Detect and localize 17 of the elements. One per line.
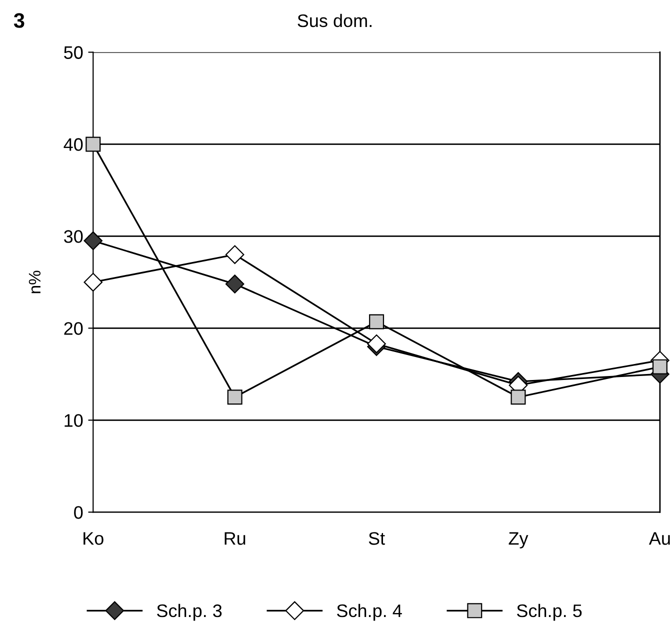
x-tick-label: Ko — [84, 532, 104, 545]
y-tick-label: 30 — [64, 230, 83, 243]
y-tick-label: 10 — [64, 414, 83, 427]
y-tick-label: 0 — [74, 506, 83, 519]
legend-label: Sch.p. 4 — [337, 604, 402, 621]
x-tick-label: Au — [648, 532, 670, 545]
x-tick-label: Ru — [224, 532, 246, 545]
x-tick-label: Zy — [508, 532, 528, 548]
legend-label: Sch.p. 3 — [157, 604, 222, 621]
y-tick-label: 20 — [64, 322, 83, 335]
x-tick-label: St — [368, 532, 385, 545]
text: 3 — [14, 13, 24, 28]
y-tick-label: 50 — [64, 46, 83, 59]
y-axis-title: n% — [28, 270, 41, 294]
y-tick-label: 40 — [64, 138, 83, 151]
chart-title: Sus dom. — [298, 14, 372, 28]
legend-label: Sch.p. 5 — [516, 604, 582, 621]
